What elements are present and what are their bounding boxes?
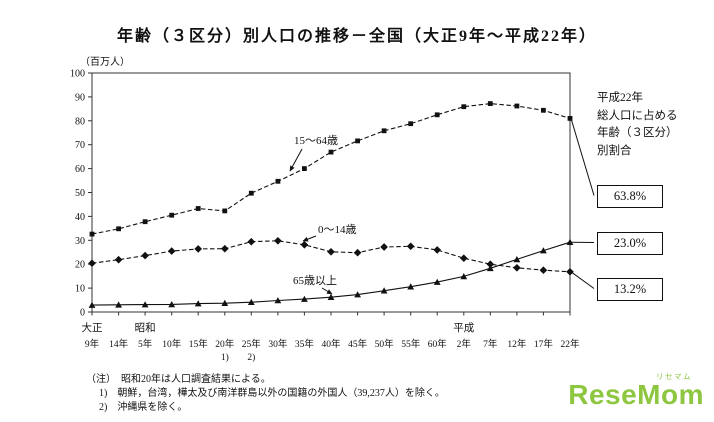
x-tick-label: 35年 (295, 338, 315, 350)
logo-wordmark: ReseMom (568, 379, 704, 410)
x-tick-label: 2年 (457, 338, 472, 350)
y-tick-label: 100 (70, 69, 85, 80)
y-tick-label: 90 (75, 92, 85, 103)
y-tick-label: 50 (75, 188, 85, 199)
x-tick-label: 5年 (138, 338, 153, 350)
footnote-line-1: （注） 昭和20年は人口調査結果による。 (86, 374, 271, 385)
era-label: 平成 (453, 322, 474, 334)
tick-footnote-ref: 2) (247, 352, 255, 363)
series-line-1 (88, 236, 574, 276)
x-tick-label: 55年 (401, 338, 421, 350)
series-annotation-1: 0～14歳 (318, 223, 357, 236)
ratio-box-65plus: 23.0% (597, 232, 663, 255)
ratio-value-65plus: 23.0% (613, 236, 647, 250)
x-tick-label: 50年 (375, 338, 395, 350)
x-tick-label: 7年 (483, 338, 498, 350)
y-tick-label: 0 (80, 308, 85, 319)
tick-footnote-ref: 1) (221, 352, 229, 363)
series-line-0 (89, 101, 573, 237)
x-tick-label: 25年 (242, 338, 262, 350)
chart-title: 年齢（３区分）別人口の推移－全国（大正9年～平成22年） (116, 28, 597, 45)
series-annotation-0: 15～64歳 (294, 134, 338, 147)
footnotes: （注） 昭和20年は人口調査結果による。 1) 朝鮮，台湾，樺太及び南洋群島以外… (86, 373, 445, 415)
footnote-line-2: 1) 朝鮮，台湾，樺太及び南洋群島以外の国籍の外国人（39,237人）を除く。 (99, 388, 445, 399)
x-tick-label: 12年 (507, 338, 527, 350)
x-tick-label: 40年 (321, 338, 341, 350)
era-label: 大正 (82, 321, 103, 334)
ratio-box-0-14: 13.2% (597, 278, 663, 301)
series-annotation-2: 65歳以上 (293, 274, 337, 287)
ratio-connector-line (570, 271, 595, 289)
ratio-panel-caption: 平成22年 総人口に占める 年齢（３区分） 別割合 (597, 92, 678, 157)
x-tick-label: 60年 (428, 338, 448, 350)
ratio-connector-line (570, 118, 595, 196)
x-tick-label: 22年 (560, 338, 580, 350)
ratio-value-15-64: 63.8% (613, 189, 647, 203)
x-tick-label: 10年 (162, 338, 182, 350)
resemom-logo: リセマム ReseMom (568, 371, 704, 410)
x-tick-label: 9年 (85, 338, 100, 350)
y-axis-unit-label: （百万人） (80, 57, 130, 68)
series-line-2 (88, 238, 574, 308)
y-tick-label: 10 (75, 284, 85, 295)
y-tick-label: 40 (75, 212, 85, 223)
x-tick-label: 30年 (268, 338, 288, 350)
x-tick-label: 45年 (348, 338, 368, 350)
x-tick-label: 20年 (215, 338, 235, 350)
logo-katakana-label: リセマム (656, 372, 692, 381)
y-tick-label: 20 (75, 260, 85, 271)
x-tick-label: 15年 (189, 338, 209, 350)
x-tick-label: 14年 (109, 338, 129, 350)
footnote-line-3: 2) 沖縄県を除く。 (99, 402, 188, 413)
ratio-box-15-64: 63.8% (597, 185, 663, 208)
y-tick-label: 70 (75, 140, 85, 151)
ratio-value-0-14: 13.2% (613, 282, 647, 296)
x-tick-label: 17年 (534, 338, 554, 350)
era-label: 昭和 (135, 322, 156, 334)
y-tick-label: 60 (75, 164, 85, 175)
y-tick-label: 80 (75, 116, 85, 127)
y-tick-label: 30 (75, 236, 85, 247)
